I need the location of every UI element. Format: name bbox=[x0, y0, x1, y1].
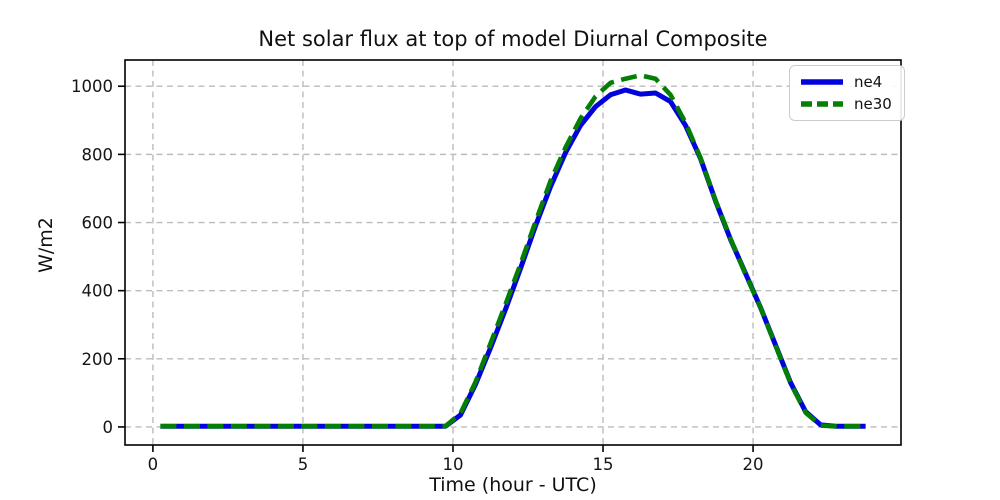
x-tick-label: 20 bbox=[743, 455, 764, 474]
y-tick-label: 600 bbox=[82, 214, 114, 233]
legend-label: ne4 bbox=[854, 73, 883, 91]
x-tick-label: 15 bbox=[593, 455, 614, 474]
legend-line-icon bbox=[801, 79, 843, 85]
legend-item-ne30: ne30 bbox=[799, 95, 892, 113]
x-axis-label: Time (hour - UTC) bbox=[429, 474, 597, 496]
legend: ne4 ne30 bbox=[789, 65, 905, 121]
y-axis-label: W/m2 bbox=[35, 217, 57, 273]
y-tick-label: 0 bbox=[103, 418, 114, 437]
y-tick-label: 400 bbox=[82, 282, 114, 301]
plot-border bbox=[124, 59, 902, 446]
y-tick-label: 1000 bbox=[71, 77, 113, 96]
x-tick-label: 10 bbox=[442, 455, 463, 474]
series-line-ne4 bbox=[160, 87, 866, 429]
chart-title: Net solar flux at top of model Diurnal C… bbox=[258, 27, 768, 51]
x-tick-label: 0 bbox=[148, 455, 159, 474]
legend-dashed-line-icon bbox=[801, 101, 843, 107]
y-tick-label: 800 bbox=[82, 145, 114, 164]
y-tick-label: 200 bbox=[82, 350, 114, 369]
legend-item-ne4: ne4 bbox=[799, 73, 892, 91]
series-line-ne30 bbox=[160, 73, 866, 429]
x-tick-label: 5 bbox=[298, 455, 309, 474]
legend-label: ne30 bbox=[854, 95, 892, 113]
